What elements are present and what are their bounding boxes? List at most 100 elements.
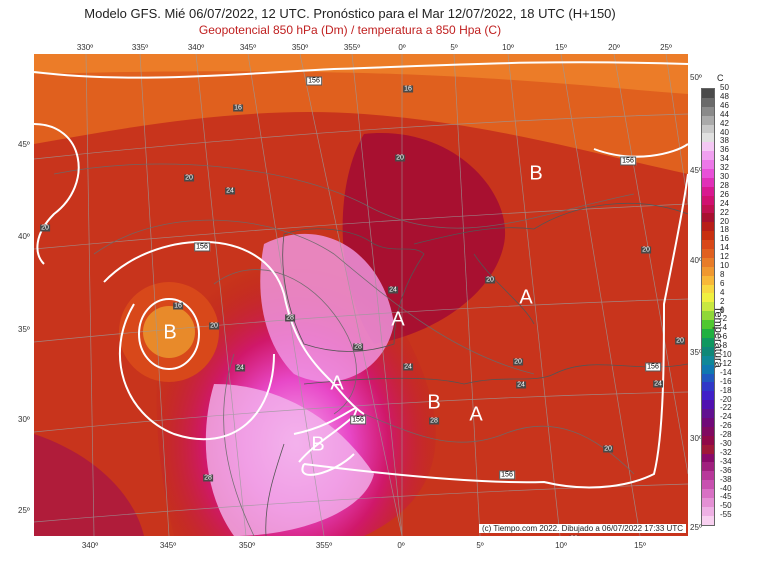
lon-label: 10º [502,43,514,52]
isotherm-label: 16 [233,104,243,112]
colorbar-swatch [702,213,714,223]
colorbar-level-label: 22 [720,207,729,217]
colorbar-swatch [702,346,714,356]
colorbar-level-label: 42 [720,118,729,128]
colorbar-swatch [702,444,714,454]
colorbar-swatch [702,151,714,161]
lat-label: 45º [690,166,702,175]
colorbar-swatch [702,337,714,347]
colorbar-level-label: 18 [720,225,729,235]
geopotential-label: 156 [499,470,515,480]
geopotential-contours [34,61,688,489]
isotherm-label: 24 [403,363,413,371]
colorbar-swatch [702,302,714,312]
lat-label: 25º [18,506,30,515]
colorbar-level-label: -34 [720,456,732,466]
lon-label: 0º [397,541,405,550]
colorbar-level-label: -45 [720,492,732,502]
geopotential-label: 156 [350,415,366,425]
colorbar-swatch [702,106,714,116]
map-field [34,54,688,536]
colorbar-level-label: -32 [720,447,732,457]
lat-label: 45º [18,140,30,149]
lon-label: 15º [634,541,646,550]
colorbar-swatch [702,400,714,410]
colorbar-swatch [702,284,714,294]
colorbar-swatch [702,364,714,374]
colorbar-swatch [702,169,714,178]
lat-label: 35º [18,325,30,334]
colorbar-level-label: 20 [720,216,729,226]
isotherm-label: 24 [388,286,398,294]
colorbar-swatch [702,382,714,392]
temperature-colorbar [701,88,715,526]
colorbar-level-label: 34 [720,154,729,164]
colorbar-level-label: -30 [720,439,732,448]
colorbar-level-label: -55 [720,510,732,520]
isotherm-label: 24 [225,187,235,195]
colorbar-level-label: 14 [720,243,729,253]
lon-label: 355º [343,43,361,52]
colorbar-swatch [702,97,714,107]
field-band-far-north [34,54,688,94]
colorbar-swatch [702,311,714,321]
high-pressure-marker: A [519,286,533,309]
colorbar-level-label: -6 [720,332,728,342]
colorbar-swatch [702,124,714,134]
colorbar-swatch [702,204,714,214]
colorbar-level-label: 38 [720,136,729,146]
lon-label: 0º [398,43,406,52]
colorbar-level-label: 30 [720,172,729,181]
colorbar-level-label: 16 [720,234,729,244]
colorbar-level-label: 10 [720,261,729,270]
colorbar-level-label: -18 [720,385,732,395]
colorbar-level-label: 28 [720,180,729,190]
geopotential-label: 156 [620,156,636,166]
colorbar-level-label: 50 [720,83,729,92]
lat-label: 25º [690,523,702,532]
colorbar-swatch [702,506,714,516]
colorbar-swatch [702,89,714,98]
isotherm-label: 20 [209,322,219,330]
colorbar-swatch [702,249,714,258]
high-pressure-marker: A [391,308,405,331]
low-pressure-marker: B [311,433,325,456]
colorbar-level-label: -4 [720,323,728,333]
lat-label: 30º [18,415,30,424]
colorbar-swatch [702,480,714,490]
lon-label: 330º [76,43,94,52]
colorbar-level-label: -16 [720,376,732,386]
colorbar-swatch [702,231,714,241]
isotherm-label: 20 [395,154,405,162]
colorbar-unit: C [717,73,724,83]
isotherm-label: 20 [40,224,50,232]
isotherms [53,163,635,536]
colorbar-level-label: -50 [720,501,732,511]
lon-label: 15º [555,43,567,52]
colorbar-level-label: 6 [720,278,725,288]
high-pressure-marker: A [330,372,344,395]
colorbar-level-label: -28 [720,430,732,440]
isotherm-label: 20 [641,246,651,254]
field-southwest [34,434,144,536]
colorbar-axis-title: Temperatura [712,306,724,368]
colorbar-level-label: 2 [720,296,725,306]
colorbar-swatch [702,489,714,498]
isotherm-label: 28 [429,417,439,425]
colorbar-swatch [702,177,714,187]
coastlines [265,202,688,536]
colorbar-swatch [702,471,714,481]
field-band-north [34,54,688,174]
colorbar-swatch [702,222,714,232]
colorbar-swatch [702,329,714,338]
lat-label: 35º [690,348,702,357]
colorbar-swatch [702,435,714,445]
lon-label: 5º [450,43,458,52]
colorbar-level-label: -38 [720,474,732,484]
map-subtitle: Geopotencial 850 hPa (Dm) / temperatura … [198,23,502,37]
isotherm-label: 16 [173,302,183,310]
lon-label: 340º [187,43,205,52]
colorbar-level-label: -8 [720,341,728,351]
colorbar-level-label: -2 [720,314,728,324]
weather-map: B A B A A B A B 20 24 28 20 24 28 24 16 … [34,54,688,536]
